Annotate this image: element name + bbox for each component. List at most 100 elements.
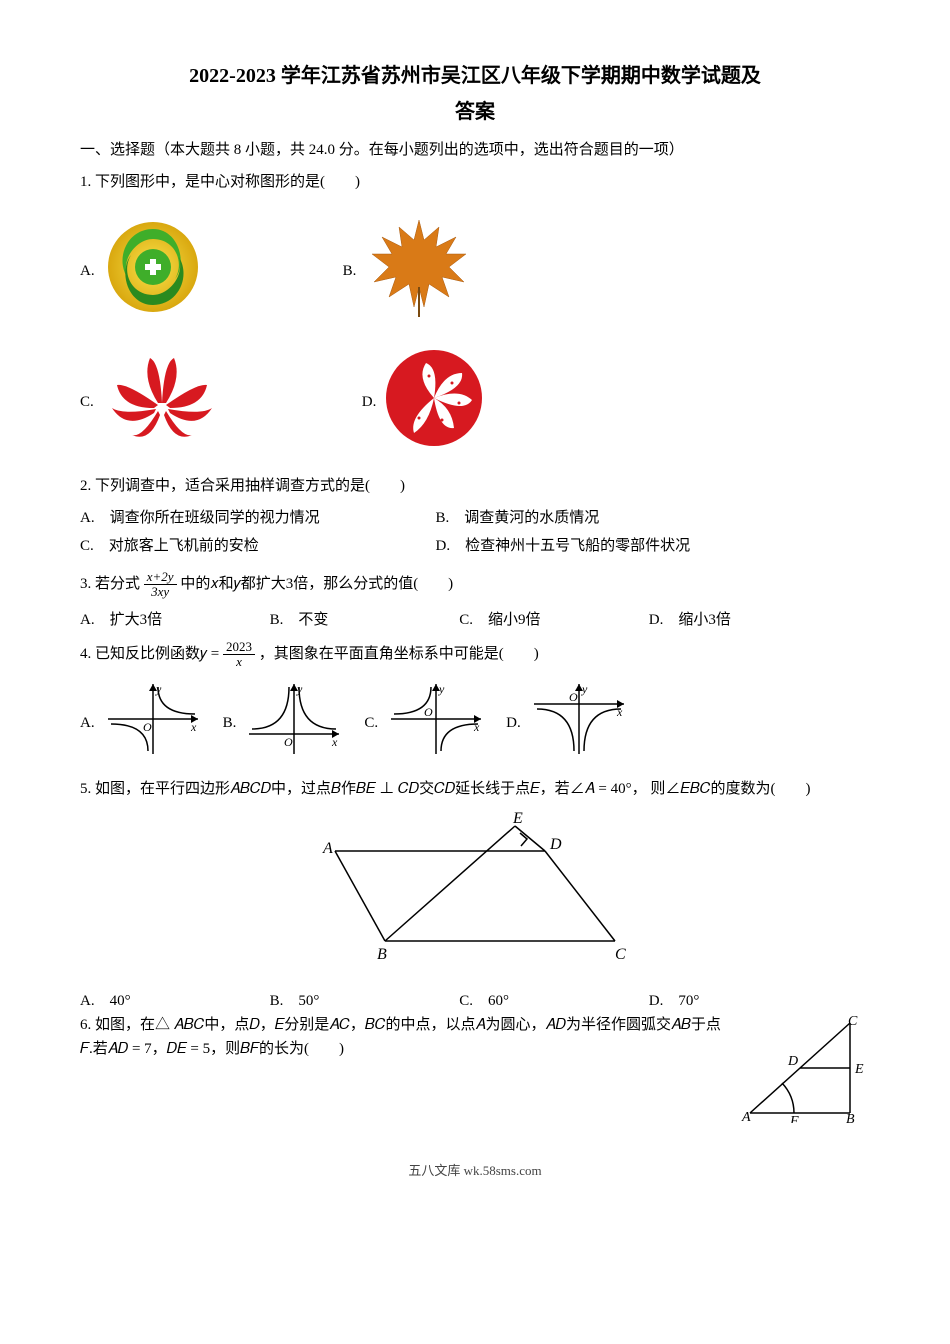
q6-number: 6. <box>80 1017 91 1033</box>
q4-opt-b-label: B. <box>223 711 237 735</box>
svg-text:O: O <box>424 705 433 719</box>
svg-text:y: y <box>438 682 445 696</box>
q2-option-d: D. 检查神州十五号飞船的零部件状况 <box>436 534 792 558</box>
q2-number: 2. <box>80 478 91 494</box>
q3-text-suffix: 中的𝑥和𝑦都扩大3倍，那么分式的值( ) <box>180 576 453 592</box>
q3-fraction: x+2y 3xy <box>144 570 177 600</box>
q1-opt-c-label: C. <box>80 390 94 414</box>
logo-360-icon <box>103 217 203 325</box>
q4-opt-a-label: A. <box>80 711 95 735</box>
q3-opt-b-text: 不变 <box>298 608 328 632</box>
q5-option-d: D. 70° <box>649 989 839 1013</box>
q6-label-E: E <box>854 1062 864 1077</box>
bauhinia-flag-icon <box>384 348 484 456</box>
q3-options: A. 扩大3倍 B. 不变 C. 缩小9倍 D. 缩小3倍 <box>80 608 870 632</box>
q5-option-b: B. 50° <box>270 989 460 1013</box>
maple-leaf-icon <box>364 212 474 330</box>
q1-option-b: B. <box>343 212 475 330</box>
q4-number: 4. <box>80 646 91 662</box>
q1-options-row-2: C. D. <box>80 348 870 456</box>
graph-c-icon: y x O <box>386 679 486 767</box>
graph-b-icon: y x O <box>244 679 344 767</box>
q3-frac-num: x+2y <box>144 570 177 585</box>
q4-option-b: B. y x O <box>223 679 345 767</box>
q4-opt-d-label: D. <box>506 711 521 735</box>
svg-text:x: x <box>190 720 197 734</box>
q1-text: 下列图形中，是中心对称图形的是( ) <box>95 174 360 190</box>
svg-text:O: O <box>284 735 293 749</box>
q2-opt-c-text: 对旅客上飞机前的安检 <box>109 534 259 558</box>
q1-option-a: A. <box>80 217 203 325</box>
q4-option-d: D. y x O <box>506 679 629 767</box>
q2-option-b: B. 调查黄河的水质情况 <box>436 506 792 530</box>
q5-number: 5. <box>80 781 91 797</box>
q5-opt-d-text: 70° <box>678 989 699 1013</box>
q1-opt-a-label: A. <box>80 259 95 283</box>
q1-option-c: C. <box>80 353 222 451</box>
q4-opt-c-label: C. <box>364 711 378 735</box>
q2-opt-d-text: 检查神州十五号飞船的零部件状况 <box>465 534 690 558</box>
q6-label-D: D <box>787 1054 798 1069</box>
question-3: 3. 若分式 x+2y 3xy 中的𝑥和𝑦都扩大3倍，那么分式的值( ) <box>80 570 870 600</box>
huawei-logo-icon <box>102 353 222 451</box>
question-2: 2. 下列调查中，适合采用抽样调查方式的是( ) <box>80 474 870 498</box>
q3-opt-a-text: 扩大3倍 <box>110 608 163 632</box>
page-title-line2: 答案 <box>80 96 870 128</box>
q2-option-c: C. 对旅客上飞机前的安检 <box>80 534 436 558</box>
q4-frac-num: 2023 <box>223 640 255 655</box>
question-1: 1. 下列图形中，是中心对称图形的是( ) <box>80 170 870 194</box>
q6-text: 如图，在△ 𝐴𝐵𝐶中，点𝐷，𝐸分别是𝐴𝐶，𝐵𝐶的中点，以点𝐴为圆心，𝐴𝐷为半径作… <box>80 1017 721 1057</box>
q3-option-d: D. 缩小3倍 <box>649 608 839 632</box>
q4-frac-den: x <box>223 655 255 669</box>
q3-opt-c-text: 缩小9倍 <box>488 608 541 632</box>
q1-option-d: D. <box>362 348 485 456</box>
svg-text:x: x <box>331 735 338 749</box>
q6-figure: A B C D E F <box>740 1013 870 1131</box>
q1-opt-b-label: B. <box>343 259 357 283</box>
q1-options-row-1: A. B. <box>80 212 870 330</box>
q3-text-prefix: 若分式 <box>95 576 140 592</box>
q5-options: A. 40° B. 50° C. 60° D. 70° <box>80 989 870 1013</box>
q2-options: A. 调查你所在班级同学的视力情况 B. 调查黄河的水质情况 C. 对旅客上飞机… <box>80 506 870 562</box>
q5-label-D: D <box>549 836 562 853</box>
q4-option-c: C. y x O <box>364 679 486 767</box>
q1-opt-d-label: D. <box>362 390 377 414</box>
q5-text: 如图，在平行四边形𝐴𝐵𝐶𝐷中，过点𝐵作𝐵𝐸 ⊥ 𝐶𝐷交𝐶𝐷延长线于点𝐸，若∠𝐴 … <box>95 781 810 797</box>
q6-label-C: C <box>848 1014 858 1029</box>
section-1-heading: 一、选择题（本大题共 8 小题，共 24.0 分。在每小题列出的选项中，选出符合… <box>80 138 870 162</box>
graph-a-icon: y x O <box>103 679 203 767</box>
q5-option-c: C. 60° <box>459 989 649 1013</box>
q2-option-a: A. 调查你所在班级同学的视力情况 <box>80 506 436 530</box>
q5-label-B: B <box>377 946 387 963</box>
q4-text-prefix: 已知反比例函数𝑦 = <box>95 646 223 662</box>
q3-opt-d-text: 缩小3倍 <box>678 608 731 632</box>
q6-label-B: B <box>846 1112 855 1123</box>
svg-text:y: y <box>581 682 588 696</box>
q2-text: 下列调查中，适合采用抽样调查方式的是( ) <box>95 478 405 494</box>
question-4: 4. 已知反比例函数𝑦 = 2023 x ，其图象在平面直角坐标系中可能是( ) <box>80 640 870 670</box>
q2-opt-a-text: 调查你所在班级同学的视力情况 <box>110 506 320 530</box>
q3-frac-den: 3xy <box>144 585 177 599</box>
q3-number: 3. <box>80 576 91 592</box>
svg-text:O: O <box>143 720 152 734</box>
graph-d-icon: y x O <box>529 679 629 767</box>
svg-text:x: x <box>616 705 623 719</box>
question-5: 5. 如图，在平行四边形𝐴𝐵𝐶𝐷中，过点𝐵作𝐵𝐸 ⊥ 𝐶𝐷交𝐶𝐷延长线于点𝐸，若… <box>80 777 870 801</box>
q4-text-suffix: ，其图象在平面直角坐标系中可能是( ) <box>259 646 539 662</box>
q5-figure: A D E B C <box>80 811 870 979</box>
question-6: 6. 如图，在△ 𝐴𝐵𝐶中，点𝐷，𝐸分别是𝐴𝐶，𝐵𝐶的中点，以点𝐴为圆心，𝐴𝐷为… <box>80 1013 870 1131</box>
q5-option-a: A. 40° <box>80 989 270 1013</box>
q4-option-a: A. y x O <box>80 679 203 767</box>
q3-option-b: B. 不变 <box>270 608 460 632</box>
q4-options: A. y x O B. y x <box>80 679 870 767</box>
q5-label-C: C <box>615 946 626 963</box>
q5-label-A: A <box>322 840 333 857</box>
q5-opt-b-text: 50° <box>298 989 319 1013</box>
q1-number: 1. <box>80 174 91 190</box>
q5-opt-c-text: 60° <box>488 989 509 1013</box>
page-title-line1: 2022-2023 学年江苏省苏州市吴江区八年级下学期期中数学试题及 <box>80 60 870 92</box>
q6-label-F: F <box>789 1114 799 1123</box>
q5-label-E: E <box>512 811 523 827</box>
page-footer: 五八文库 wk.58sms.com <box>80 1161 870 1182</box>
q3-option-a: A. 扩大3倍 <box>80 608 270 632</box>
